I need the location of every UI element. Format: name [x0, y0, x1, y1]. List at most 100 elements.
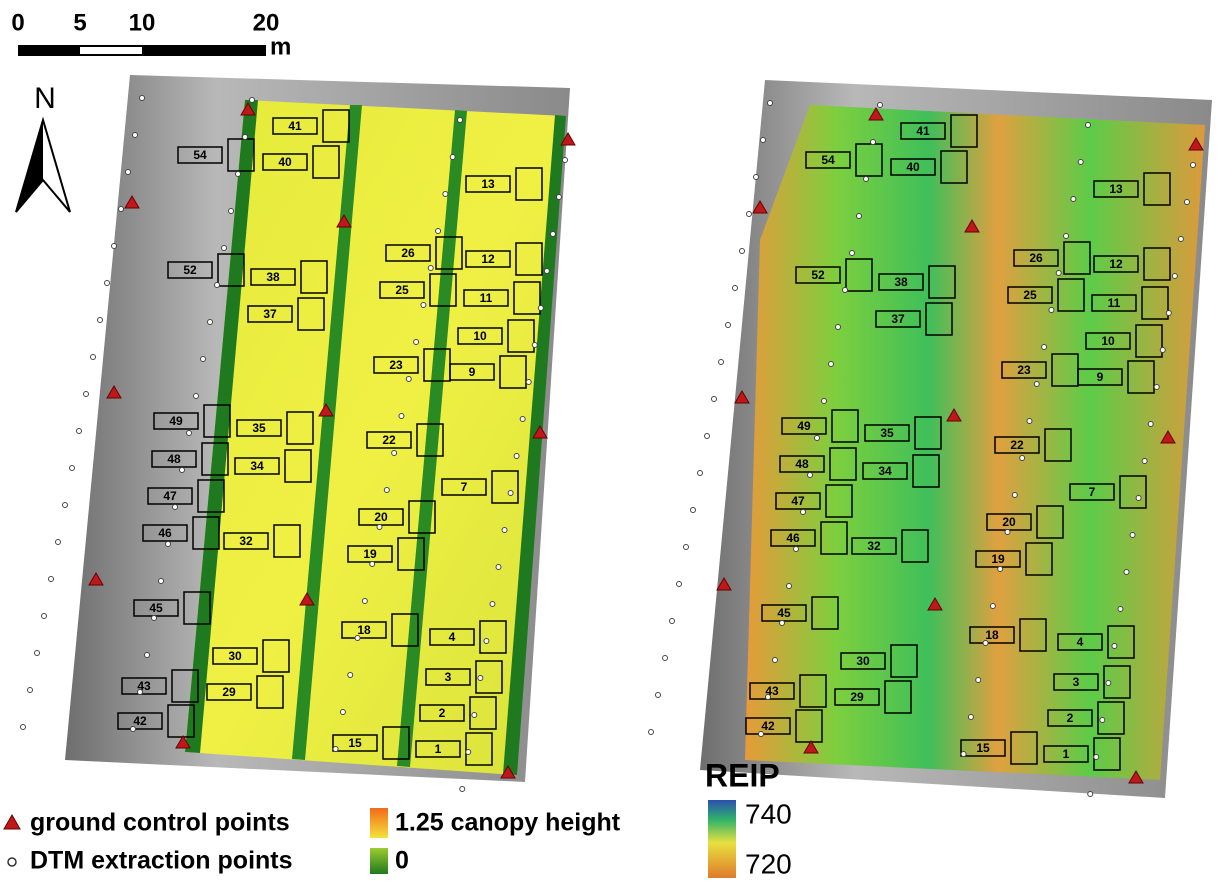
dtm-point	[649, 730, 654, 735]
plot-label: 15	[976, 741, 990, 755]
dtm-symbol	[8, 858, 16, 866]
dtm-point	[829, 362, 834, 367]
plot-label: 1	[1063, 747, 1070, 761]
figure: 4140541326523812251137102394935224834747…	[0, 0, 1222, 882]
dtm-point	[677, 582, 682, 587]
north-arrow: N	[16, 82, 70, 212]
dtm-point	[1136, 496, 1141, 501]
dtm-point	[698, 471, 703, 476]
dtm-point	[976, 678, 981, 683]
dtm-point	[754, 175, 759, 180]
dtm-point	[194, 394, 199, 399]
dtm-point	[1124, 570, 1129, 575]
plot-label: 47	[791, 494, 805, 508]
left-map: 4140541326523812251137102394935224834747…	[21, 75, 576, 792]
legend-label: 720	[745, 848, 792, 879]
dtm-point	[1042, 345, 1047, 350]
dtm-point	[201, 357, 206, 362]
north-label: N	[34, 82, 56, 115]
plot-label: 46	[786, 531, 800, 545]
plot-label: 26	[401, 246, 415, 260]
plot-label: 11	[480, 291, 493, 305]
dtm-point	[998, 567, 1003, 572]
plot-label: 52	[183, 263, 197, 277]
dtm-point	[21, 725, 26, 730]
dtm-point	[377, 525, 382, 530]
dtm-point	[1172, 274, 1177, 279]
dtm-point	[28, 688, 33, 693]
dtm-point	[138, 690, 143, 695]
plot-label: 2	[1067, 711, 1074, 725]
plot-label: 22	[382, 433, 396, 447]
dtm-point	[1088, 792, 1093, 797]
plot-label: 40	[278, 155, 292, 169]
dtm-point	[808, 473, 813, 478]
plot-label: 20	[1002, 515, 1016, 529]
dtm-point	[91, 355, 96, 360]
plot-label: 9	[1097, 370, 1104, 384]
dtm-point	[460, 787, 465, 792]
plot-label: 48	[795, 457, 809, 471]
plot-label: 2	[439, 706, 446, 720]
dtm-point	[684, 545, 689, 550]
dtm-point	[105, 281, 110, 286]
dtm-point	[1064, 234, 1069, 239]
dtm-point	[421, 303, 426, 308]
dtm-point	[173, 505, 178, 510]
dtm-point	[126, 170, 131, 175]
dtm-point	[526, 380, 531, 385]
dtm-point	[84, 392, 89, 397]
dtm-point	[1100, 718, 1105, 723]
plot-label: 35	[252, 421, 266, 435]
dtm-point	[857, 214, 862, 219]
plot-label: 10	[473, 329, 487, 343]
dtm-point	[514, 454, 519, 459]
dtm-point	[362, 599, 367, 604]
plot-label: 34	[250, 459, 264, 473]
dtm-point	[1012, 493, 1017, 498]
dtm-point	[1071, 197, 1076, 202]
plot-label: 37	[263, 307, 277, 321]
plot-label: 41	[288, 119, 302, 133]
dtm-point	[961, 752, 966, 757]
dtm-point	[119, 207, 124, 212]
plot-label: 11	[1108, 296, 1121, 310]
color-swatch	[370, 848, 388, 874]
plot-label: 54	[821, 153, 835, 167]
plot-label: 45	[777, 606, 791, 620]
dtm-point	[670, 619, 675, 624]
dtm-point	[787, 584, 792, 589]
legend-label: 0	[395, 847, 409, 875]
dtm-point	[348, 673, 353, 678]
plot-label: 25	[1023, 288, 1037, 302]
dtm-point	[131, 727, 136, 732]
legend-label: DTM extraction points	[30, 847, 293, 875]
plot-label: 13	[481, 177, 495, 191]
dtm-point	[532, 343, 537, 348]
dtm-point	[836, 325, 841, 330]
dtm-point	[56, 540, 61, 545]
plot-label: 25	[395, 283, 409, 297]
dtm-point	[850, 251, 855, 256]
scale-tick-label: 5	[73, 9, 86, 36]
dtm-point	[801, 510, 806, 515]
dtm-point	[215, 283, 220, 288]
dtm-point	[450, 155, 455, 160]
dtm-point	[458, 118, 463, 123]
dtm-point	[496, 565, 501, 570]
dtm-point	[236, 172, 241, 177]
dtm-point	[719, 360, 724, 365]
dtm-point	[843, 288, 848, 293]
plot-label: 15	[348, 736, 362, 750]
dtm-point	[766, 695, 771, 700]
dtm-point	[1049, 308, 1054, 313]
dtm-point	[370, 562, 375, 567]
dtm-point	[726, 323, 731, 328]
dtm-point	[340, 710, 345, 715]
dtm-point	[42, 614, 47, 619]
plot-label: 3	[1073, 675, 1080, 689]
plot-label: 19	[991, 552, 1005, 566]
plot-label: 52	[811, 268, 825, 282]
plot-label: 41	[916, 124, 930, 138]
